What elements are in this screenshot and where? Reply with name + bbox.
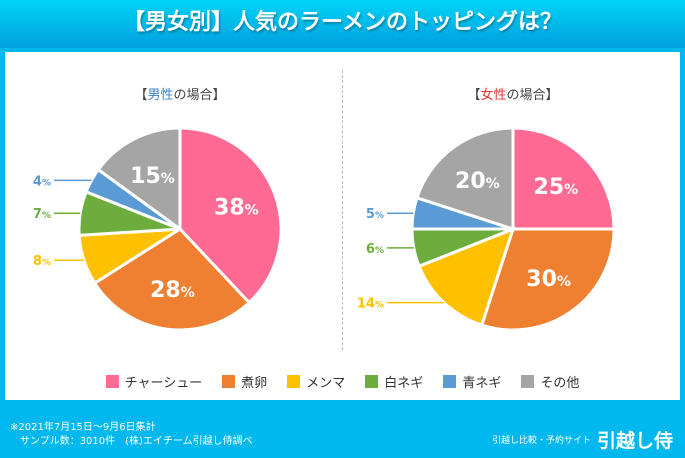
data-label: 15% [130, 164, 175, 189]
data-label: 4% [33, 174, 51, 189]
chart-title: 【男女別】人気のラーメンのトッピングは？ [0, 0, 685, 48]
footnote: ※2021年7月15日～9月6日集計 サンプル数：3010件 (株)エイチーム引… [10, 421, 253, 449]
pie-slice-0-1 [92, 227, 252, 332]
legend-item: その他 [521, 372, 579, 391]
data-label: 7% [33, 207, 51, 222]
legend-label: 青ネギ [462, 376, 502, 391]
legend-item: メンマ [287, 372, 345, 391]
brand-tagline: 引越し比較・予約サイト [491, 436, 591, 446]
legend: チャーシュー 煮卵 メンマ 白ネギ 青ネギ その他 [0, 372, 685, 391]
data-label: 14% [357, 297, 384, 312]
pie-slice-1-1 [479, 227, 616, 332]
legend-item: 煮卵 [222, 372, 267, 391]
legend-item: 青ネギ [443, 372, 501, 391]
legend-label: 白ネギ [384, 376, 424, 391]
data-label: 8% [33, 254, 51, 269]
pie-slice-0-5 [96, 126, 182, 232]
pie-slice-1-0 [511, 126, 616, 231]
footnote-period: ※2021年7月15日～9月6日集計 [10, 422, 156, 433]
data-label: 6% [366, 242, 384, 257]
brand-logo: 引越し比較・予約サイト 引越し侍 [492, 426, 673, 453]
female-subtitle: 【女性の場合】 [467, 88, 559, 103]
legend-swatch [365, 375, 379, 388]
footnote-sample: サンプル数：3010件 (株)エイチーム引越し侍調べ [10, 436, 253, 447]
pie-slice-1-5 [415, 126, 515, 232]
legend-swatch [521, 375, 535, 388]
legend-swatch [287, 375, 301, 388]
pie-slice-0-0 [178, 126, 283, 305]
legend-label: メンマ [306, 376, 346, 391]
divider [342, 70, 343, 350]
legend-swatch [443, 375, 457, 388]
legend-swatch [105, 375, 119, 388]
legend-item: チャーシュー [105, 372, 203, 391]
pie-slice-1-2 [417, 226, 516, 327]
legend-item: 白ネギ [365, 372, 423, 391]
legend-label: 煮卵 [241, 376, 268, 391]
legend-label: その他 [540, 376, 580, 391]
data-label: 5% [366, 207, 384, 222]
legend-swatch [222, 375, 236, 388]
male-subtitle: 【男性の場合】 [134, 88, 226, 103]
brand-name: 引越し侍 [596, 430, 673, 452]
legend-label: チャーシュー [124, 376, 203, 391]
